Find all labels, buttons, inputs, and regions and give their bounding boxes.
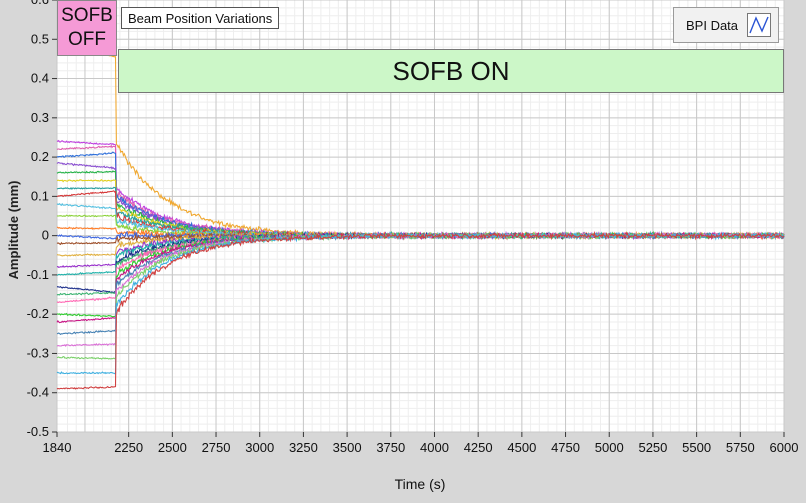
x-tick-label: 5500 xyxy=(682,440,711,455)
x-tick-label: 3750 xyxy=(376,440,405,455)
y-tick-label: 0.5 xyxy=(31,31,49,46)
chart-title: Beam Position Variations xyxy=(121,7,280,29)
legend-line-icon[interactable] xyxy=(747,13,771,37)
y-tick-label: -0.5 xyxy=(27,424,49,439)
x-tick-label: 5250 xyxy=(638,440,667,455)
x-tick-label: 6000 xyxy=(770,440,799,455)
x-tick-label: 4750 xyxy=(551,440,580,455)
y-axis: -0.5 -0.4 -0.3 -0.2 -0.1 0 0.1 0.2 0.3 0.4 0.5 0.6 xyxy=(27,0,57,439)
series-lines xyxy=(56,42,785,390)
x-tick-label: 5000 xyxy=(595,440,624,455)
sofb-off-line-1: SOFB xyxy=(61,5,113,26)
x-tick-label: 3500 xyxy=(333,440,362,455)
y-tick-label: -0.4 xyxy=(27,385,49,400)
y-tick-label: 0.6 xyxy=(31,0,49,7)
series-line-27 xyxy=(56,230,785,390)
x-tick-label: 1840 xyxy=(43,440,72,455)
sofb-off-annotation: SOFB OFF xyxy=(57,0,117,56)
x-tick-label: 5750 xyxy=(726,440,755,455)
y-tick-label: -0.3 xyxy=(27,345,49,360)
x-axis-title: Time (s) xyxy=(395,476,446,492)
x-tick-label: 2500 xyxy=(158,440,187,455)
y-tick-label: 0.3 xyxy=(31,110,49,125)
y-tick-label: 0.1 xyxy=(31,188,49,203)
y-axis-title: Amplitude (mm) xyxy=(6,181,21,280)
x-tick-label: 4500 xyxy=(507,440,536,455)
y-tick-label: 0.2 xyxy=(31,149,49,164)
x-tick-label: 2750 xyxy=(202,440,231,455)
x-axis: 1840 2250 2500 2750 3000 3250 3500 3750 4000 4250… xyxy=(43,432,799,455)
sofb-off-line-2: OFF xyxy=(68,29,106,50)
legend[interactable]: BPI Data xyxy=(673,7,779,43)
grid-lines xyxy=(56,0,785,433)
y-tick-label: 0 xyxy=(42,228,49,243)
y-tick-label: -0.2 xyxy=(27,306,49,321)
x-tick-label: 4250 xyxy=(464,440,493,455)
x-tick-label: 3250 xyxy=(289,440,318,455)
y-tick-label: -0.1 xyxy=(27,267,49,282)
x-tick-label: 4000 xyxy=(420,440,449,455)
legend-label: BPI Data xyxy=(686,18,739,33)
x-tick-label: 3000 xyxy=(245,440,274,455)
series-line-26 xyxy=(56,231,785,375)
x-tick-label: 2250 xyxy=(114,440,143,455)
sofb-on-annotation: SOFB ON xyxy=(118,49,784,93)
y-tick-label: 0.4 xyxy=(31,71,49,86)
